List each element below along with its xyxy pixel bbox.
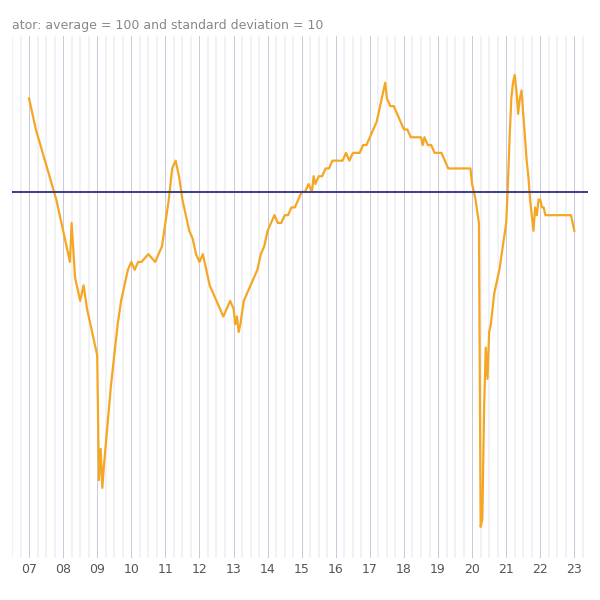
Text: ator: average = 100 and standard deviation = 10: ator: average = 100 and standard deviati… (12, 19, 323, 32)
